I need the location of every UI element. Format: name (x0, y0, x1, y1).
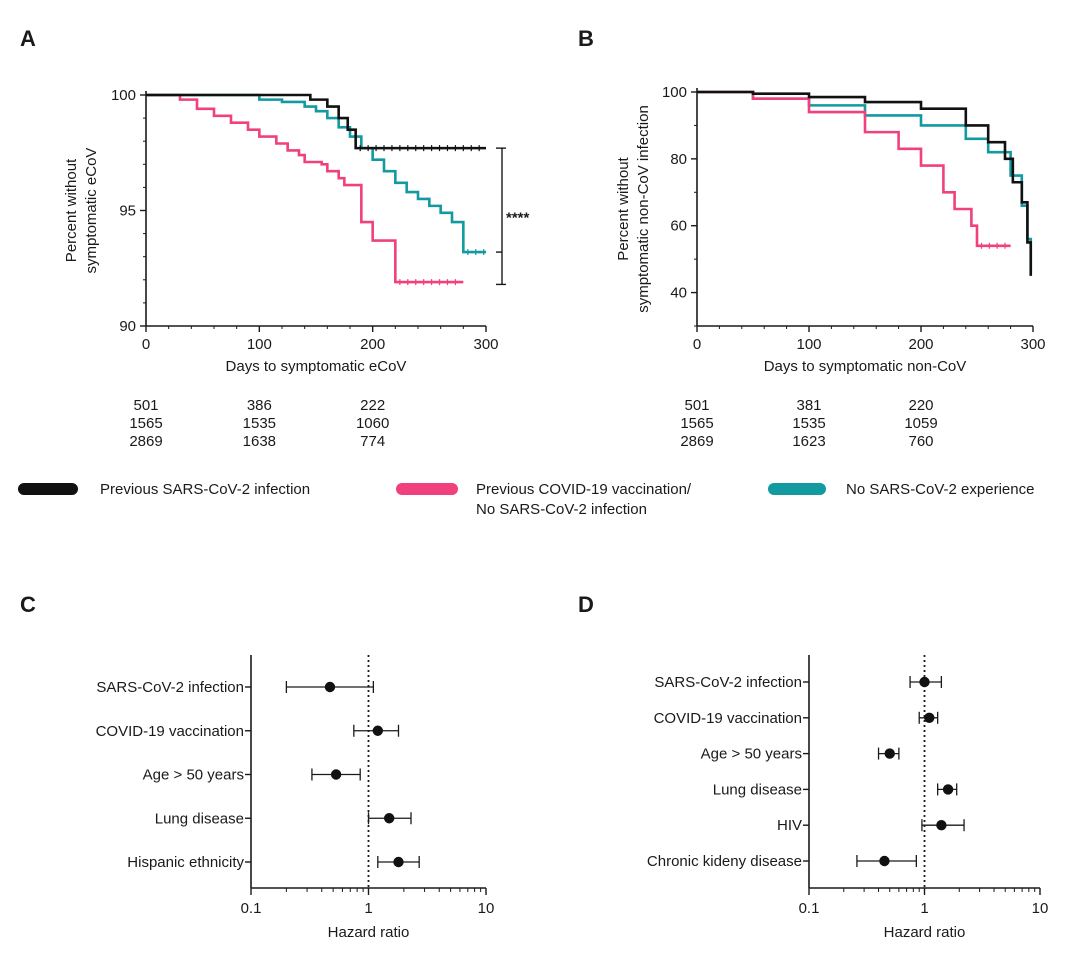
risk-table-cell: 381 (796, 397, 821, 414)
legend-label-previous-infection: Previous SARS-CoV-2 infection (100, 481, 310, 498)
x-tick-label: 300 (1020, 336, 1045, 353)
x-tick-label: 0.1 (241, 900, 262, 917)
y-axis-label-line2: symptomatic eCoV (83, 148, 100, 274)
x-tick-label: 200 (360, 336, 385, 353)
hazard-point (324, 681, 336, 693)
panel-letter-b: B (578, 26, 594, 51)
risk-table-cell: 1535 (243, 415, 276, 432)
x-tick-label: 0 (142, 336, 150, 353)
row-label: COVID-19 vaccination (654, 710, 802, 727)
row-label: Lung disease (713, 781, 802, 798)
x-tick-label: 200 (908, 336, 933, 353)
row-label: Lung disease (155, 810, 244, 827)
row-label: Hispanic ethnicity (127, 854, 244, 871)
row-label: COVID-19 vaccination (96, 723, 244, 740)
km-curve-black (146, 93, 486, 150)
y-tick-label: 100 (111, 87, 136, 104)
y-axis-label-line1: Percent without (63, 158, 80, 262)
y-tick-label: 90 (119, 318, 136, 335)
row-label: HIV (777, 817, 802, 834)
km-curve-pink (146, 93, 464, 284)
km-chart-b: 0 100 200 300 40 60 80 100 Days to symptomatic n… (615, 84, 1046, 450)
km-curve-pink (697, 90, 1011, 248)
x-axis-label: Hazard ratio (884, 924, 966, 941)
x-axis-label: Hazard ratio (328, 924, 410, 941)
risk-table-cell: 1638 (243, 433, 276, 450)
risk-table-cell: 1059 (904, 415, 937, 432)
risk-table-cell: 1565 (129, 415, 162, 432)
risk-table-cell: 774 (360, 433, 385, 450)
hazard-point (383, 813, 395, 824)
hazard-point (372, 725, 384, 736)
row-label: SARS-CoV-2 infection (654, 674, 802, 691)
risk-table-cell: 760 (908, 433, 933, 450)
legend-label-previous-vaccination-line2: No SARS-CoV-2 infection (476, 501, 647, 518)
legend-label-no-experience: No SARS-CoV-2 experience (846, 481, 1034, 498)
x-axis-label: Days to symptomatic eCoV (226, 358, 407, 375)
x-tick-label: 0.1 (799, 900, 820, 917)
legend: Previous SARS-CoV-2 infection Previous C… (18, 481, 1034, 518)
legend-label-previous-vaccination: Previous COVID-19 vaccination/ (476, 481, 692, 498)
km-chart-a: 0 100 200 300 90 95 100 Days to symptomatic eCo… (63, 87, 530, 450)
km-curve-teal (146, 93, 486, 254)
y-tick-label: 40 (670, 285, 687, 302)
forest-plot-d: 0.1 1 10 Hazard ratio SARS-CoV-2 infection CO… (647, 655, 1048, 941)
x-tick-label: 100 (796, 336, 821, 353)
hazard-point (942, 784, 954, 795)
hazard-point (884, 748, 895, 759)
x-tick-label: 100 (247, 336, 272, 353)
risk-table-cell: 1060 (356, 415, 389, 432)
significance-label: **** (506, 209, 530, 226)
hazard-point (879, 855, 890, 867)
panel-letter-c: C (20, 592, 36, 617)
risk-table-cell: 2869 (680, 433, 713, 450)
x-tick-label: 1 (920, 900, 928, 917)
x-tick-label: 10 (478, 900, 495, 917)
panel-letter-d: D (578, 592, 594, 617)
hazard-point (393, 856, 404, 868)
row-label: SARS-CoV-2 infection (96, 679, 244, 696)
y-tick-label: 95 (119, 203, 136, 220)
risk-table-cell: 220 (908, 397, 933, 414)
risk-table-cell: 501 (133, 397, 158, 414)
row-label: Age > 50 years (701, 746, 802, 763)
row-label: Chronic kideny disease (647, 853, 802, 870)
risk-table-cell: 2869 (129, 433, 162, 450)
y-axis-label-line1: Percent without (615, 156, 632, 260)
panel-letter-a: A (20, 26, 36, 51)
forest-plot-c: 0.1 1 10 Hazard ratio SARS-CoV-2 infection CO… (96, 655, 495, 941)
hazard-point (330, 769, 342, 780)
risk-table-cell: 1623 (792, 433, 825, 450)
x-tick-label: 0 (693, 336, 701, 353)
risk-table-cell: 386 (247, 397, 272, 414)
y-tick-label: 100 (662, 84, 687, 101)
risk-table-cell: 1535 (792, 415, 825, 432)
y-axis-label-line2: symptomatic non-CoV infection (635, 105, 652, 313)
y-tick-label: 80 (670, 151, 687, 168)
risk-table-cell: 222 (360, 397, 385, 414)
risk-table-cell: 501 (684, 397, 709, 414)
risk-table-cell: 1565 (680, 415, 713, 432)
x-axis-label: Days to symptomatic non-CoV (764, 358, 967, 375)
row-label: Age > 50 years (143, 767, 244, 784)
hazard-point (924, 712, 935, 723)
y-tick-label: 60 (670, 218, 687, 235)
x-tick-label: 10 (1032, 900, 1049, 917)
hazard-point (919, 676, 930, 688)
km-curve-black (697, 90, 1033, 276)
x-tick-label: 300 (473, 336, 498, 353)
hazard-point (936, 820, 947, 831)
x-tick-label: 1 (364, 900, 372, 917)
